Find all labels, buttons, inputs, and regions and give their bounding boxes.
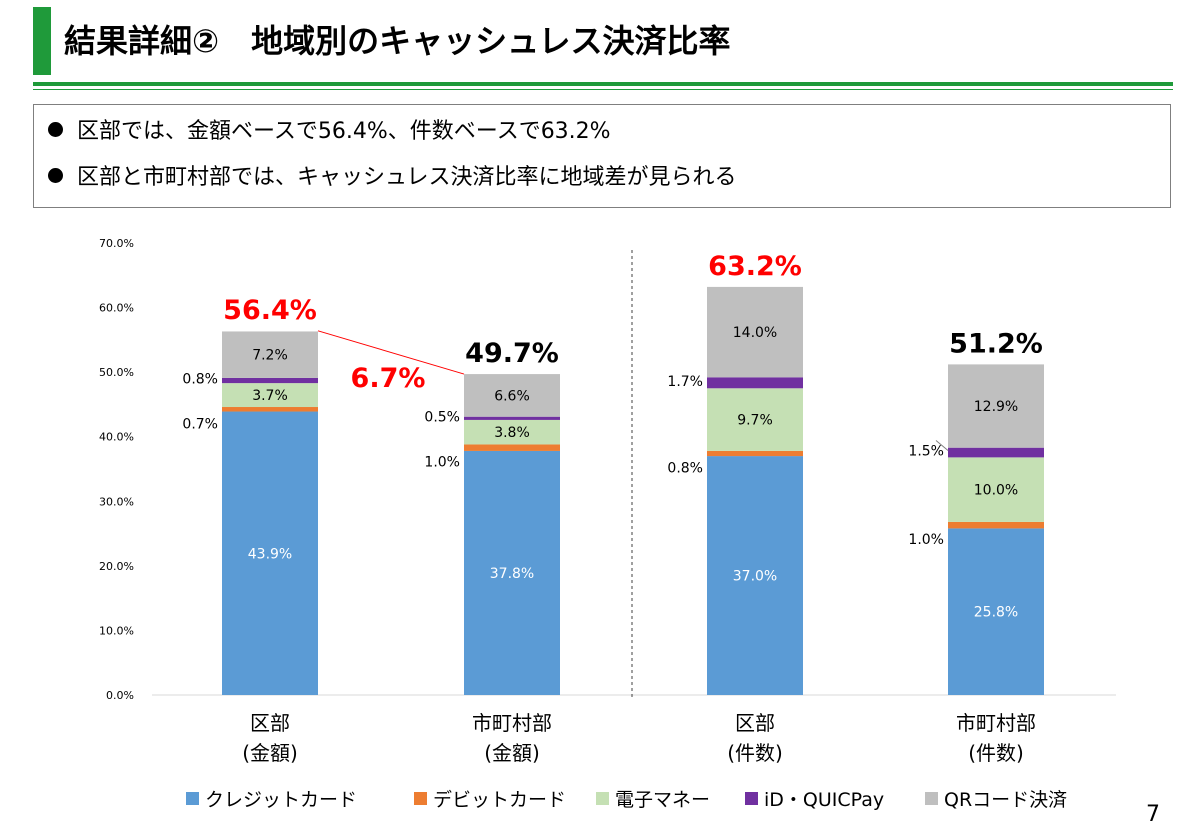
- y-tick-label: 40.0%: [99, 431, 134, 444]
- y-tick-label: 20.0%: [99, 560, 134, 573]
- legend-label: デビットカード: [433, 789, 566, 811]
- legend-swatch: [596, 792, 609, 805]
- y-tick-label: 60.0%: [99, 302, 134, 315]
- bar-segment-3: [948, 457, 1044, 522]
- bar-segment-4: [707, 377, 803, 389]
- category-label: (金額): [484, 741, 540, 765]
- legend-label: iD・QUICPay: [764, 789, 884, 811]
- bar-segment-3: [464, 419, 560, 445]
- difference-label: 6.7%: [351, 363, 426, 394]
- segment-data-label: 7.2%: [252, 348, 288, 364]
- segment-data-label: 12.9%: [974, 399, 1018, 415]
- category-label: (金額): [242, 741, 298, 765]
- segment-data-label: 0.5%: [424, 409, 460, 425]
- bullet-dot-icon: [48, 122, 63, 137]
- segment-data-label: 37.8%: [490, 566, 534, 582]
- category-label: 市町村部: [956, 711, 1036, 735]
- total-label: 56.4%: [223, 295, 317, 326]
- total-label: 63.2%: [708, 251, 802, 282]
- legend-label: クレジットカード: [205, 789, 357, 811]
- bar-segment-4: [222, 377, 318, 384]
- category-label: (件数): [968, 741, 1024, 765]
- legend-swatch: [745, 792, 758, 805]
- category-label: 市町村部: [472, 711, 552, 735]
- legend-label: QRコード決済: [944, 789, 1067, 811]
- segment-data-label: 1.0%: [424, 455, 460, 471]
- segment-data-label: 9.7%: [737, 413, 773, 429]
- y-tick-label: 50.0%: [99, 366, 134, 379]
- slide-title: 結果詳細② 地域別のキャッシュレス決済比率: [64, 22, 731, 60]
- segment-data-label: 0.8%: [182, 372, 218, 388]
- bar-segment-5: [707, 286, 803, 378]
- category-label: 区部: [250, 711, 290, 735]
- title-rule-thick: [33, 82, 1173, 86]
- y-tick-label: 70.0%: [99, 237, 134, 250]
- bar-segment-2: [707, 450, 803, 457]
- segment-data-label: 37.0%: [733, 569, 777, 585]
- segment-data-label: 14.0%: [733, 325, 777, 341]
- bar-segment-1: [464, 450, 560, 695]
- y-tick-label: 0.0%: [106, 689, 134, 702]
- legend-swatch: [414, 792, 427, 805]
- bullet-dot-icon: [48, 168, 63, 183]
- bar-segment-2: [464, 444, 560, 451]
- segment-data-label: 1.5%: [908, 444, 944, 460]
- bar-segment-1: [222, 411, 318, 695]
- summary-bullet: 区部と市町村部では、キャッシュレス決済比率に地域差が見られる: [48, 163, 737, 193]
- segment-data-label: 43.9%: [248, 546, 292, 562]
- bar-segment-5: [222, 331, 318, 378]
- y-tick-label: 30.0%: [99, 495, 134, 508]
- bar-segment-4: [464, 416, 560, 420]
- bar-segment-3: [222, 383, 318, 408]
- segment-data-label: 6.6%: [494, 388, 530, 404]
- bar-segment-3: [707, 388, 803, 451]
- summary-bullet-text: 区部では、金額ベースで56.4%、件数ベースで63.2%: [77, 119, 611, 144]
- category-label: 区部: [735, 711, 775, 735]
- bar-segment-2: [948, 521, 1044, 529]
- label-leader-line: [935, 440, 949, 451]
- segment-data-label: 0.8%: [667, 461, 703, 477]
- segment-data-label: 3.7%: [252, 388, 288, 404]
- legend-swatch: [925, 792, 938, 805]
- difference-connector-line: [317, 330, 465, 375]
- bar-segment-5: [464, 374, 560, 417]
- legend-swatch: [186, 792, 199, 805]
- segment-data-label: 1.0%: [908, 532, 944, 548]
- bar-segment-4: [948, 447, 1044, 458]
- summary-box: 区部では、金額ベースで56.4%、件数ベースで63.2% 区部と市町村部では、キ…: [33, 104, 1171, 208]
- title-accent-bar: [33, 7, 51, 75]
- y-tick-label: 10.0%: [99, 624, 134, 637]
- segment-data-label: 0.7%: [182, 416, 218, 432]
- segment-data-label: 1.7%: [667, 374, 703, 390]
- segment-data-label: 10.0%: [974, 483, 1018, 499]
- segment-data-label: 3.8%: [494, 425, 530, 441]
- total-label: 51.2%: [949, 328, 1043, 359]
- category-label: (件数): [727, 741, 783, 765]
- bar-segment-5: [948, 364, 1044, 448]
- page-number: 7: [1146, 802, 1160, 827]
- bar-segment-2: [222, 407, 318, 412]
- summary-bullet: 区部では、金額ベースで56.4%、件数ベースで63.2%: [48, 117, 611, 147]
- title-rule-thin: [33, 89, 1173, 90]
- bar-segment-1: [948, 528, 1044, 695]
- legend-label: 電子マネー: [615, 789, 710, 811]
- total-label: 49.7%: [465, 338, 559, 369]
- segment-data-label: 25.8%: [974, 605, 1018, 621]
- bar-segment-1: [707, 456, 803, 695]
- summary-bullet-text: 区部と市町村部では、キャッシュレス決済比率に地域差が見られる: [77, 165, 737, 190]
